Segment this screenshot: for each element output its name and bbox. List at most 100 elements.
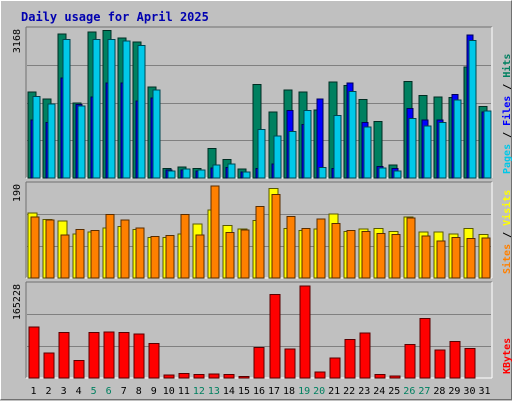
bar-kbytes-day-22 (344, 339, 356, 379)
x-tick-label-day-17: 17 (268, 386, 280, 397)
bar-kbytes-day-28 (434, 349, 446, 379)
bar-sites-day-18 (286, 216, 296, 279)
x-tick-label-day-6: 6 (106, 386, 112, 397)
bar-pages-day-11 (182, 168, 191, 179)
legend-part: / (502, 226, 512, 244)
bar-pages-day-18 (288, 131, 297, 179)
bar-kbytes-day-24 (374, 374, 386, 379)
x-axis: 1 2 3 4 5 6 7 8 9 10 11 12 13 14 15 16 17 18 19 20 21 22 23 24 2… (31, 386, 491, 397)
bar-pages-day-6 (107, 39, 116, 179)
x-tick-label-day-19: 19 (298, 386, 310, 397)
bar-kbytes-day-26 (404, 344, 416, 379)
x-tick-label-day-2: 2 (46, 386, 52, 397)
bar-sites-day-7 (120, 219, 130, 279)
x-tick-label-day-12: 12 (193, 386, 205, 397)
bar-kbytes-day-15 (238, 375, 250, 379)
x-tick-label-day-8: 8 (136, 386, 142, 397)
y-max-label: 190 (12, 184, 23, 202)
bar-kbytes-day-21 (329, 357, 341, 379)
bar-pages-day-19 (303, 110, 312, 179)
bar-kbytes-day-9 (148, 342, 160, 379)
bar-kbytes-day-4 (73, 360, 85, 379)
bar-kbytes-day-3 (58, 331, 70, 379)
bar-kbytes-day-14 (223, 374, 235, 379)
bar-files-day-20 (316, 98, 324, 179)
bar-pages-day-28 (438, 121, 447, 179)
bar-sites-day-10 (165, 234, 175, 279)
x-tick-label-day-4: 4 (76, 386, 82, 397)
bar-pages-day-2 (47, 103, 56, 179)
bar-sites-day-29 (451, 236, 461, 279)
x-tick-label-day-18: 18 (283, 386, 295, 397)
legend-part: Visits (501, 190, 512, 226)
bar-sites-day-13 (210, 185, 220, 279)
bar-sites-day-20 (316, 218, 326, 279)
bar-sites-day-4 (75, 229, 85, 279)
bar-kbytes-day-13 (208, 373, 220, 379)
bar-kbytes-day-8 (133, 333, 145, 379)
bar-pages-day-14 (227, 163, 236, 179)
bar-pages-day-31 (483, 110, 492, 179)
bar-sites-day-22 (346, 230, 356, 279)
bar-kbytes-day-11 (178, 373, 190, 379)
bar-pages-day-7 (122, 40, 131, 179)
series-legend-label: Sites / Visits (501, 190, 512, 274)
bar-pages-day-15 (242, 171, 251, 179)
x-tick-label-day-9: 9 (151, 386, 157, 397)
x-tick-label-day-14: 14 (223, 386, 235, 397)
bar-kbytes-day-1 (28, 326, 40, 379)
bar-pages-day-25 (393, 170, 402, 179)
bar-pages-day-30 (468, 40, 477, 179)
x-tick-label-day-24: 24 (373, 386, 385, 397)
bar-sites-day-19 (301, 228, 311, 279)
bar-sites-day-2 (45, 219, 55, 279)
bar-kbytes-day-18 (284, 348, 296, 379)
bar-kbytes-day-5 (88, 331, 100, 379)
bar-sites-day-8 (135, 227, 145, 279)
bar-sites-day-31 (481, 237, 491, 279)
x-tick-label-day-10: 10 (163, 386, 175, 397)
bar-sites-day-14 (225, 231, 235, 279)
x-tick-label-day-26: 26 (403, 386, 415, 397)
bar-kbytes-day-2 (43, 352, 55, 379)
bar-pages-day-1 (32, 95, 41, 179)
x-tick-label-day-1: 1 (31, 386, 37, 397)
legend-part: / (502, 126, 512, 144)
bar-pages-day-29 (453, 99, 462, 179)
bar-sites-day-28 (436, 240, 446, 279)
bar-pages-day-4 (77, 105, 86, 179)
x-tick-label-day-16: 16 (253, 386, 265, 397)
bar-pages-day-24 (378, 167, 387, 179)
bar-kbytes-day-6 (103, 331, 115, 379)
bar-sites-day-11 (180, 214, 190, 279)
bar-sites-day-27 (421, 235, 431, 279)
bar-sites-day-3 (60, 234, 70, 279)
x-tick-label-day-23: 23 (358, 386, 370, 397)
bar-pages-day-16 (257, 128, 266, 179)
legend-part: Hits (501, 54, 512, 78)
chart-title: Daily usage for April 2025 (21, 10, 209, 24)
panel-kbytes: 165228 KBytes (12, 281, 512, 379)
bar-sites-day-5 (90, 230, 100, 279)
bar-sites-day-9 (150, 235, 160, 279)
bar-sites-day-30 (466, 237, 476, 279)
x-tick-label-day-27: 27 (418, 386, 430, 397)
x-tick-label-day-3: 3 (61, 386, 67, 397)
bar-sites-day-23 (361, 231, 371, 279)
x-tick-label-day-29: 29 (448, 386, 460, 397)
bar-pages-day-8 (137, 44, 146, 179)
bar-sites-day-16 (255, 205, 265, 279)
bar-pages-day-9 (152, 89, 161, 179)
bar-pages-day-23 (363, 126, 372, 179)
bar-sites-day-17 (271, 194, 281, 279)
bar-sites-day-15 (240, 229, 250, 279)
x-tick-label-day-11: 11 (178, 386, 190, 397)
bar-sites-day-25 (391, 233, 401, 279)
chart-panels: 3168 Pages / Files / Hits 190 Sites / Visit… (12, 26, 512, 379)
bar-sites-day-26 (406, 217, 416, 279)
x-tick-label-day-7: 7 (121, 386, 127, 397)
bar-pages-day-3 (62, 39, 71, 179)
y-max-label: 3168 (12, 29, 23, 53)
